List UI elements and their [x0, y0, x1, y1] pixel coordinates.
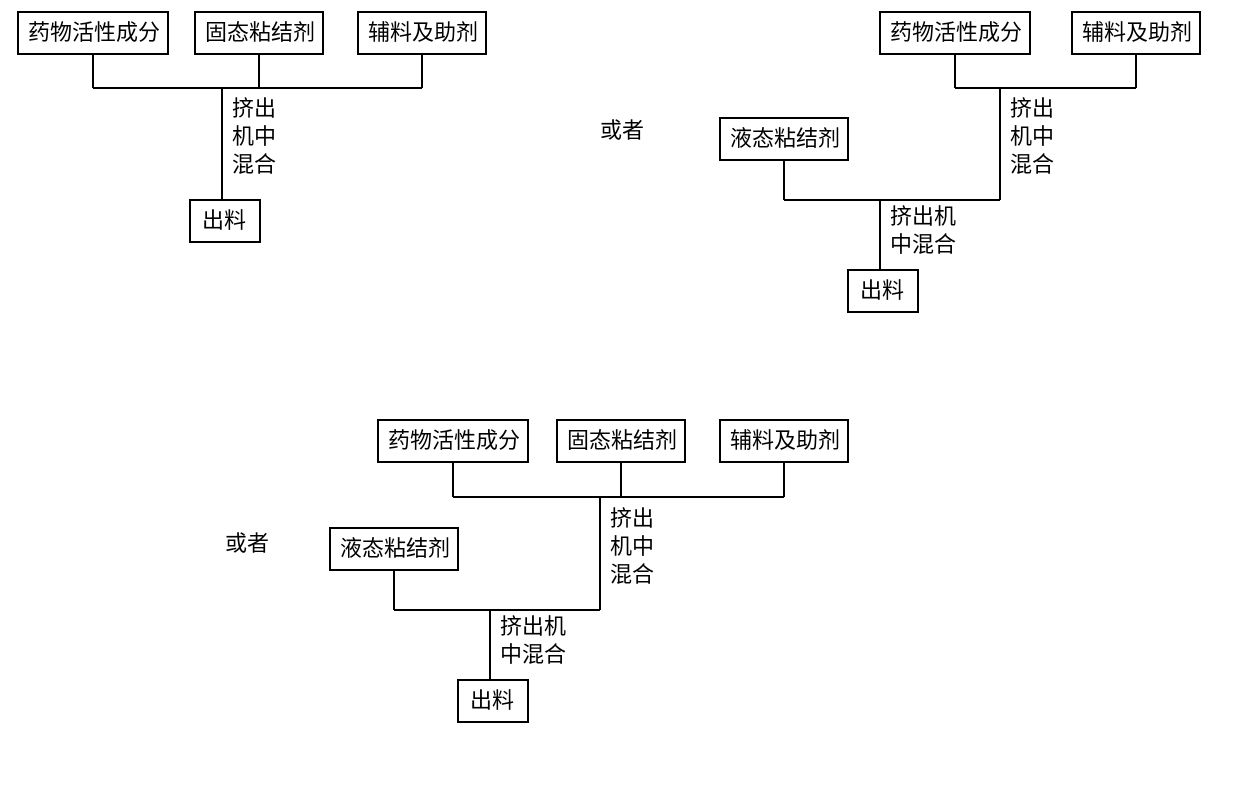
label-active-ingredient: 药物活性成分	[28, 20, 160, 45]
label-mix-v3: 混合	[1010, 152, 1054, 177]
label-mix-v2: 机中	[1010, 124, 1054, 149]
label-mix-v1: 挤出	[1010, 96, 1054, 121]
label-mix-v1: 挤出	[610, 506, 654, 531]
label-mix-v2: 机中	[232, 124, 276, 149]
label-mix-h2: 中混合	[500, 642, 566, 667]
label-mix-v1: 挤出	[232, 96, 276, 121]
diagram-c: 药物活性成分 固态粘结剂 辅料及助剂 挤出 机中 混合 液态粘结剂 挤出机 中混…	[330, 420, 848, 722]
label-excipients: 辅料及助剂	[730, 428, 840, 453]
label-mix-v3: 混合	[610, 562, 654, 587]
label-solid-binder: 固态粘结剂	[205, 20, 315, 45]
label-output: 出料	[860, 278, 904, 303]
label-mix-h2: 中混合	[890, 232, 956, 257]
label-output: 出料	[202, 208, 246, 233]
label-or-ab: 或者	[600, 118, 644, 143]
label-active-ingredient: 药物活性成分	[388, 428, 520, 453]
label-excipients: 辅料及助剂	[1082, 20, 1192, 45]
label-mix-v2: 机中	[610, 534, 654, 559]
diagram-a: 药物活性成分 固态粘结剂 辅料及助剂 挤出 机中 混合 出料	[18, 12, 486, 242]
diagram-b: 药物活性成分 辅料及助剂 挤出 机中 混合 液态粘结剂 挤出机 中混合 出料	[720, 12, 1200, 312]
label-mix-h1: 挤出机	[500, 614, 566, 639]
label-excipients: 辅料及助剂	[368, 20, 478, 45]
label-or-c: 或者	[225, 531, 269, 556]
label-liquid-binder: 液态粘结剂	[340, 536, 450, 561]
label-active-ingredient: 药物活性成分	[890, 20, 1022, 45]
label-output: 出料	[470, 688, 514, 713]
label-mix-v3: 混合	[232, 152, 276, 177]
label-solid-binder: 固态粘结剂	[567, 428, 677, 453]
label-mix-h1: 挤出机	[890, 204, 956, 229]
label-liquid-binder: 液态粘结剂	[730, 126, 840, 151]
